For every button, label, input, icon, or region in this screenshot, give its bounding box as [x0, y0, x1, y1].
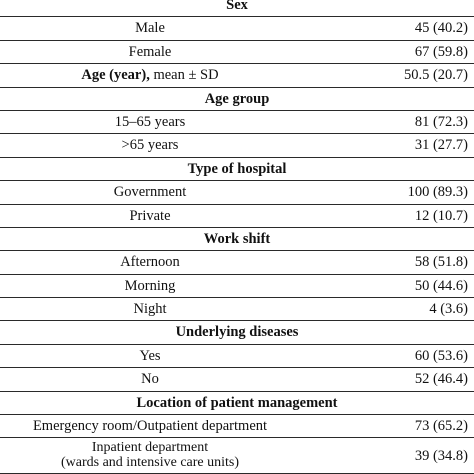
row-value: 4 (3.6) — [429, 301, 468, 318]
row-value: 58 (51.8) — [414, 254, 468, 271]
row-label: Female — [128, 43, 172, 60]
section-header-sex: Sex — [0, 0, 474, 18]
row-value: 12 (10.7) — [414, 207, 468, 224]
table-row-male: Male 45 (40.2) — [0, 17, 474, 41]
row-label: Afternoon — [120, 254, 180, 271]
table-row-female: Female 67 (59.8) — [0, 41, 474, 65]
row-value: 31 (27.7) — [414, 137, 468, 154]
section-header-diseases: Underlying diseases — [0, 321, 474, 345]
inpatient-label-line2: (wards and intensive care units) — [60, 455, 240, 471]
inpatient-label-line1: Inpatient department — [91, 440, 209, 456]
row-value: 45 (40.2) — [414, 20, 468, 37]
row-label: Private — [129, 207, 171, 224]
table-row-afternoon: Afternoon 58 (51.8) — [0, 251, 474, 275]
section-header-shift: Work shift — [0, 228, 474, 252]
row-label: Inpatient department (wards and intensive… — [0, 440, 300, 470]
age-label-bold: Age (year), — [81, 67, 150, 84]
section-header-age-group: Age group — [0, 88, 474, 111]
table-row-government: Government 100 (89.3) — [0, 181, 474, 205]
table-row-emergency: Emergency room/Outpatient department 73 … — [0, 415, 474, 439]
table-row-night: Night 4 (3.6) — [0, 298, 474, 322]
row-label: >65 years — [121, 137, 179, 154]
table-row-age-15-65: 15–65 years 81 (72.3) — [0, 111, 474, 135]
row-value: 52 (46.4) — [414, 371, 468, 388]
row-label: Emergency room/Outpatient department — [32, 418, 268, 435]
row-label: No — [141, 371, 159, 388]
row-value: 67 (59.8) — [414, 43, 468, 60]
table-row-morning: Morning 50 (44.6) — [0, 275, 474, 299]
row-label: Morning — [124, 277, 176, 294]
row-label: Yes — [139, 347, 161, 364]
row-value: 50.5 (20.7) — [403, 67, 468, 84]
section-header-hospital: Type of hospital — [0, 158, 474, 182]
row-label: Night — [133, 301, 167, 318]
row-value: 73 (65.2) — [414, 418, 468, 435]
table-row-age-mean: Age (year), mean ± SD 50.5 (20.7) — [0, 64, 474, 88]
table-row-age-over-65: >65 years 31 (27.7) — [0, 134, 474, 158]
row-value: 100 (89.3) — [407, 184, 468, 201]
row-value: 81 (72.3) — [414, 113, 468, 130]
row-value: 39 (34.8) — [414, 448, 468, 465]
table-row-no: No 52 (46.4) — [0, 368, 474, 392]
table-row-inpatient: Inpatient department (wards and intensive… — [0, 438, 474, 474]
row-label: Male — [135, 20, 165, 37]
row-label: Government — [113, 184, 187, 201]
row-value: 60 (53.6) — [414, 347, 468, 364]
table-row-private: Private 12 (10.7) — [0, 205, 474, 228]
row-value: 50 (44.6) — [414, 277, 468, 294]
section-header-location: Location of patient management — [0, 392, 474, 416]
table-row-yes: Yes 60 (53.6) — [0, 345, 474, 369]
age-label-rest: mean ± SD — [149, 67, 219, 84]
row-label: 15–65 years — [114, 113, 186, 130]
row-label: Age (year), mean ± SD — [0, 64, 300, 86]
